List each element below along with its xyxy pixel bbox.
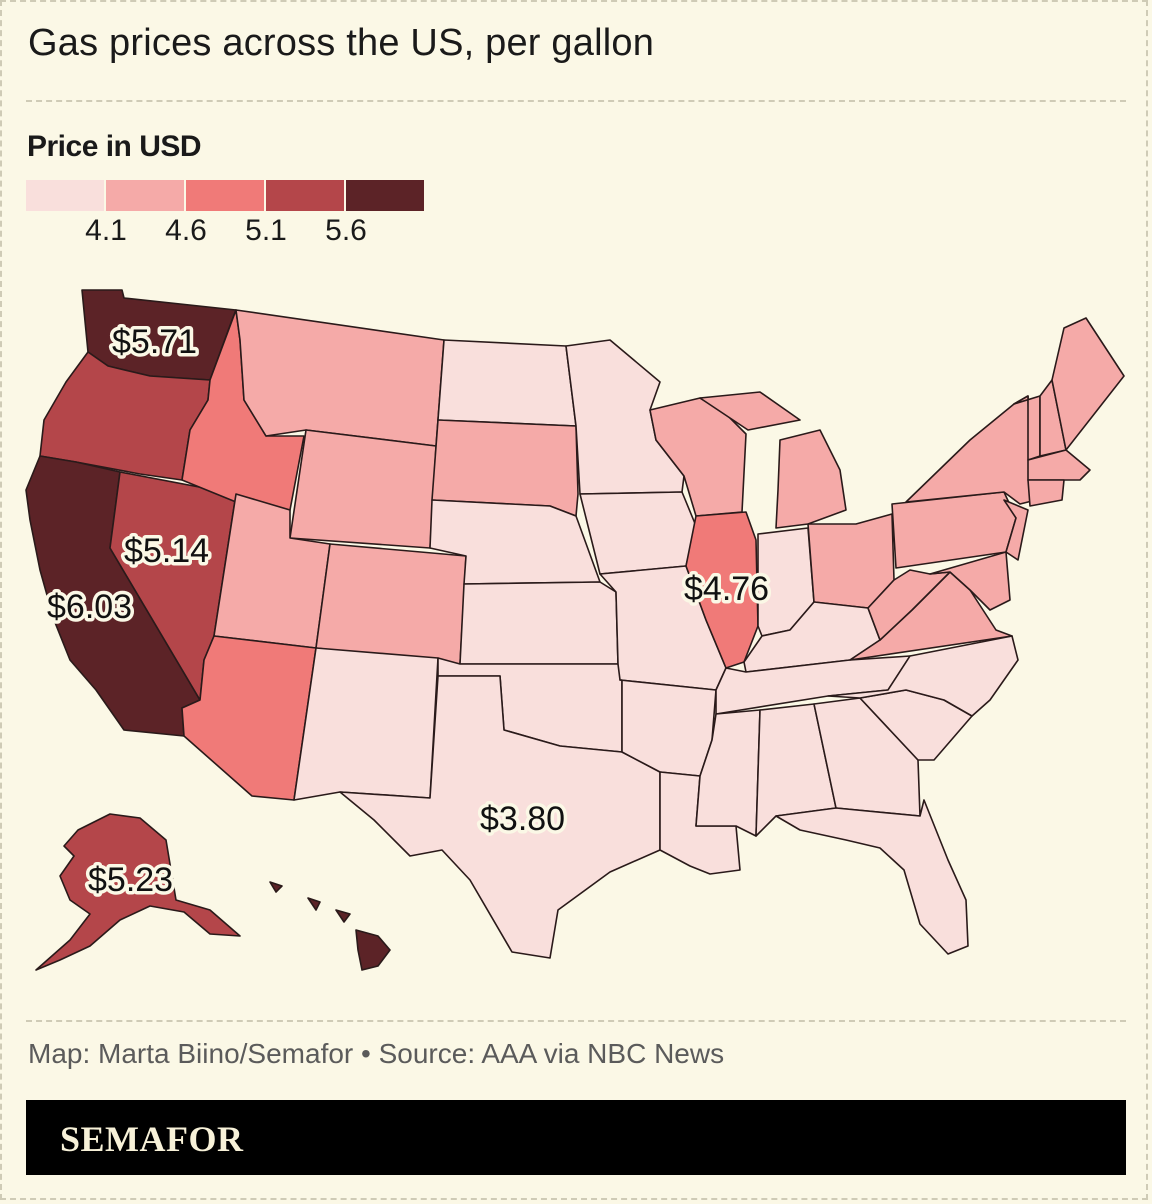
label-washington: $5.71: [112, 323, 197, 361]
label-california: $6.03: [47, 588, 132, 626]
map-labels: $5.71 $5.14 $6.03 $4.76 $3.80 $5.23: [44, 320, 773, 903]
legend-scale: [26, 180, 426, 211]
brand-footer: SEMAFOR: [26, 1100, 1126, 1175]
state-iowa: [579, 491, 697, 575]
legend-tick: 5.1: [245, 214, 287, 247]
source-credit: Map: Marta Biino/Semafor • Source: AAA v…: [28, 1038, 725, 1069]
legend-tick: 4.1: [85, 214, 127, 247]
state-massachusetts: [1027, 449, 1091, 481]
state-north-dakota: [437, 339, 577, 427]
legend-swatch: [106, 180, 184, 211]
state-wyoming: [289, 429, 437, 549]
legend-title: Price in USD: [27, 130, 202, 163]
state-north-carolina: [827, 635, 1019, 717]
legend-tick: 4.6: [165, 214, 207, 247]
state-montana: [235, 309, 445, 447]
semafor-logo: SEMAFOR: [60, 1119, 244, 1159]
state-maine: [1051, 317, 1125, 451]
state-georgia: [813, 697, 921, 817]
chart-title: Gas prices across the US, per gallon: [28, 22, 655, 64]
bottom-divider: [26, 1020, 1126, 1022]
state-connecticut: [1027, 479, 1065, 507]
state-florida: [775, 799, 969, 955]
label-alaska: $5.23: [88, 861, 173, 899]
state-hawaii: [269, 881, 391, 971]
top-divider: [26, 100, 1126, 102]
state-new-mexico: [293, 647, 439, 801]
us-gas-price-map: $5.71 $5.14 $6.03 $4.76 $3.80 $5.23: [25, 289, 1125, 971]
state-new-jersey: [1003, 499, 1029, 561]
label-nevada: $5.14: [124, 532, 209, 570]
state-texas: [339, 675, 661, 959]
state-kansas: [459, 581, 619, 665]
legend-swatch: [186, 180, 264, 211]
label-illinois: $4.76: [684, 570, 769, 608]
state-michigan: [699, 391, 847, 529]
legend-swatch: [26, 180, 104, 211]
legend-swatch: [266, 180, 344, 211]
state-colorado: [315, 543, 467, 665]
label-texas: $3.80: [480, 800, 565, 838]
state-new-york: [905, 395, 1037, 505]
legend-swatch: [346, 180, 424, 211]
legend-tick: 5.6: [325, 214, 367, 247]
state-alaska: [35, 813, 241, 971]
